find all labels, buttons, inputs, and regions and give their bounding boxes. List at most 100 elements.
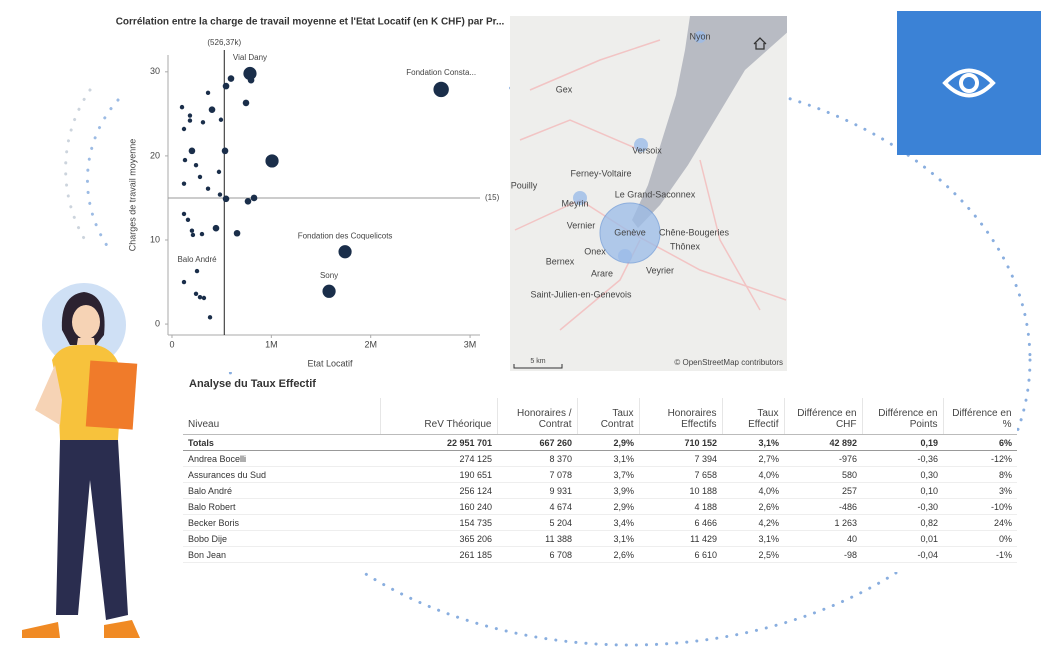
point bbox=[197, 174, 203, 180]
x-tick-label: 0 bbox=[169, 339, 174, 349]
point bbox=[181, 181, 187, 186]
point bbox=[194, 268, 200, 274]
place: Onex bbox=[584, 246, 606, 256]
cell: 8 370 bbox=[497, 450, 577, 467]
point bbox=[265, 154, 279, 168]
y-tick-label: 20 bbox=[150, 150, 160, 160]
point bbox=[207, 315, 213, 320]
cell: 0,10 bbox=[862, 482, 943, 499]
place: Meyrin bbox=[561, 198, 588, 208]
row: Bon Jean 261 185 6 708 2,6% 6 610 2,5% -98 -0,0… bbox=[183, 546, 1017, 563]
point bbox=[216, 169, 222, 175]
cell: 3,7% bbox=[577, 466, 639, 483]
cell: 11 429 bbox=[639, 530, 722, 547]
cell: 0% bbox=[943, 530, 1017, 547]
point bbox=[193, 291, 199, 296]
place: Saint-Julien-en-Genevois bbox=[530, 289, 632, 299]
cell: 7 078 bbox=[497, 466, 577, 483]
point-label: Balo André bbox=[177, 255, 217, 264]
place: Bernex bbox=[546, 256, 575, 266]
cell: Bobo Dije bbox=[183, 530, 380, 547]
cell: 3,1% bbox=[577, 450, 639, 467]
point bbox=[193, 162, 199, 168]
row: Bobo Dije 365 206 11 388 3,1% 11 429 3,1% 40 0,… bbox=[183, 530, 1017, 547]
cell: 7 658 bbox=[639, 466, 722, 483]
column-header: Niveau bbox=[183, 398, 381, 435]
point bbox=[181, 279, 187, 285]
point bbox=[181, 126, 187, 132]
cell: -486 bbox=[784, 498, 862, 515]
cell: 42 892 bbox=[784, 434, 862, 451]
cell: 4 674 bbox=[497, 498, 577, 515]
cell: 4 188 bbox=[639, 498, 722, 515]
place: Arare bbox=[591, 268, 613, 278]
cell: 3,4% bbox=[577, 514, 639, 531]
column-header: Différence en Points bbox=[862, 398, 944, 435]
cell: 580 bbox=[784, 466, 862, 483]
point-label: Fondation des Coquelicots bbox=[298, 231, 393, 240]
cell: 4,2% bbox=[722, 514, 784, 531]
cell: 4,0% bbox=[722, 482, 784, 499]
cell: 160 240 bbox=[380, 498, 497, 515]
cell: 0,01 bbox=[862, 530, 943, 547]
point bbox=[185, 217, 191, 223]
cell: 3% bbox=[943, 482, 1017, 499]
point bbox=[188, 147, 196, 155]
totals-row: Totals 22 951 701 667 260 2,9% 710 152 3,1% 42… bbox=[183, 434, 1017, 451]
eye-pupil bbox=[959, 73, 979, 93]
shoes bbox=[22, 620, 140, 638]
cell: 710 152 bbox=[639, 434, 722, 451]
place: Le Grand-Saconnex bbox=[615, 189, 696, 199]
table-title: Analyse du Taux Effectif bbox=[189, 378, 316, 390]
column-header: Différence en CHF bbox=[784, 398, 863, 435]
cell: 0,82 bbox=[862, 514, 943, 531]
cell: -0,04 bbox=[862, 546, 943, 563]
scale-bar bbox=[513, 364, 563, 369]
point bbox=[208, 106, 216, 113]
cell: 261 185 bbox=[380, 546, 497, 563]
point bbox=[179, 104, 185, 110]
row: Balo André 256 124 9 931 3,9% 10 188 4,0% 257 0… bbox=[183, 482, 1017, 499]
cell: 8% bbox=[943, 466, 1017, 483]
y-tick-label: 10 bbox=[150, 234, 160, 244]
point-label: Sony bbox=[320, 271, 338, 280]
eye-outline bbox=[942, 68, 996, 98]
cell: 11 388 bbox=[497, 530, 577, 547]
point-label: Fondation Consta... bbox=[406, 68, 476, 77]
cell: 3,1% bbox=[722, 530, 784, 547]
cell: 274 125 bbox=[380, 450, 497, 467]
row: Assurances du Sud 190 651 7 078 3,7% 7 658 4,… bbox=[183, 466, 1017, 483]
point bbox=[187, 113, 193, 118]
cell: 2,5% bbox=[722, 546, 784, 563]
map-bubble bbox=[694, 31, 706, 43]
cell: -98 bbox=[784, 546, 862, 563]
cell: 40 bbox=[784, 530, 862, 547]
eye-icon bbox=[897, 11, 1041, 155]
point bbox=[197, 294, 203, 300]
place: Vernier bbox=[567, 220, 596, 230]
point bbox=[433, 81, 449, 98]
point bbox=[250, 194, 258, 202]
pants bbox=[56, 440, 128, 620]
home-button[interactable] bbox=[753, 37, 767, 50]
point bbox=[189, 228, 195, 233]
dotted-arc bbox=[64, 88, 92, 242]
x-tick-label: 3M bbox=[464, 339, 477, 349]
row: Balo Robert 160 240 4 674 2,9% 4 188 2,6% -486… bbox=[183, 498, 1017, 515]
map-scale: 5 km bbox=[530, 358, 545, 365]
place: Ferney-Voltaire bbox=[570, 168, 631, 178]
cell: 6 466 bbox=[639, 514, 722, 531]
row: Becker Boris 154 735 5 204 3,4% 6 466 4,2% 1 2… bbox=[183, 514, 1017, 531]
cell: -976 bbox=[784, 450, 862, 467]
cell: 2,7% bbox=[722, 450, 784, 467]
map: Nyon Gex Versoix Ferney-Voltaire Pouilly… bbox=[510, 16, 787, 371]
place: Genève bbox=[614, 227, 646, 237]
cell: 2,6% bbox=[577, 546, 639, 563]
cell: 22 951 701 bbox=[380, 434, 497, 451]
point bbox=[222, 82, 230, 90]
y-tick-label: 30 bbox=[150, 66, 160, 76]
cell: 1 263 bbox=[784, 514, 862, 531]
point bbox=[187, 118, 193, 123]
point bbox=[181, 211, 187, 217]
